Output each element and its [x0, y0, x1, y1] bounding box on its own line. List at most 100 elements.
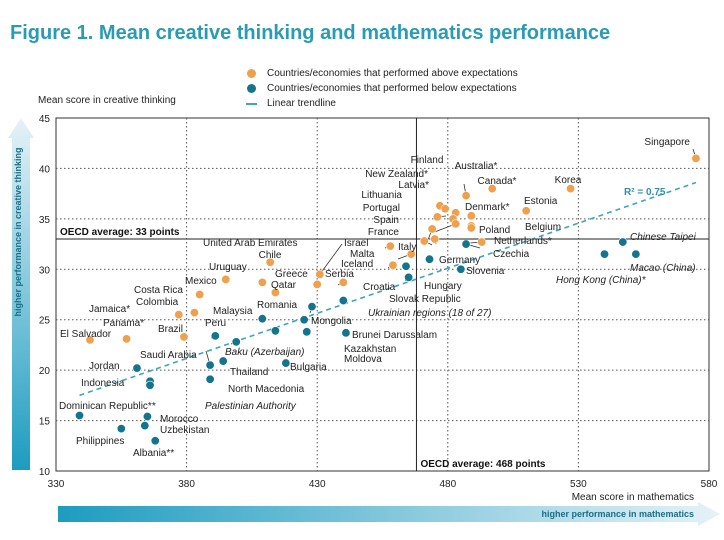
data-point [189, 308, 199, 318]
data-label: Netherlands* [494, 236, 552, 247]
data-label: Belgium [525, 222, 561, 233]
data-label: Slovak Republic [389, 294, 461, 305]
y-tick-label: 45 [39, 114, 51, 125]
data-point [270, 326, 280, 336]
x-direction-arrow [58, 502, 720, 526]
data-label: Czechia [493, 249, 530, 260]
data-label: France [368, 227, 400, 238]
legend-item-above: Countries/economies that performed above… [246, 66, 518, 81]
data-point [631, 249, 641, 259]
data-label: Thailand [230, 367, 268, 378]
data-label: Ukrainian regions (18 of 27) [368, 308, 491, 319]
oecd-y-average-label: OECD average: 33 points [60, 227, 180, 238]
y-tick-label: 20 [39, 366, 51, 377]
legend-item-trend: Linear trendline [246, 96, 518, 111]
y-tick-label: 40 [39, 164, 51, 175]
data-label: Germany [439, 255, 480, 266]
data-label: Korea [555, 175, 582, 186]
data-label: Kazakhstan [344, 344, 396, 355]
legend-item-below: Countries/economies that performed below… [246, 81, 518, 96]
above-marker-icon [246, 69, 257, 78]
data-label: Mongolia [311, 316, 352, 327]
y-tick-label: 15 [39, 417, 51, 428]
data-label: Brazil [158, 324, 183, 335]
data-point [430, 234, 440, 244]
data-point [425, 254, 435, 264]
data-point [231, 337, 241, 347]
trendline-dash-icon [246, 102, 257, 105]
data-point [691, 153, 701, 163]
data-point [566, 184, 576, 194]
y-axis-label: Mean score in creative thinking [38, 95, 176, 106]
figure-title: Figure 1. Mean creative thinking and mat… [10, 22, 611, 44]
data-label: Jamaica* [89, 304, 130, 315]
x-direction-label: higher performance in mathematics [541, 509, 694, 519]
data-label: Malaysia [213, 306, 253, 317]
data-label: North Macedonia [228, 384, 305, 395]
data-point [205, 360, 215, 370]
data-label: Iceland [341, 259, 373, 270]
data-point [461, 239, 471, 249]
data-label: Italy [398, 242, 416, 253]
data-point [477, 237, 487, 247]
data-label: Malta [350, 249, 375, 260]
y-tick-label: 25 [39, 316, 51, 327]
data-point [456, 264, 466, 274]
data-point [385, 241, 395, 251]
data-point [142, 412, 152, 422]
data-point [218, 356, 228, 366]
x-tick-label: 530 [570, 479, 587, 490]
data-label: Panama* [103, 318, 144, 329]
data-label: Costa Rica [134, 285, 183, 296]
data-label: Jordan [89, 361, 120, 372]
data-label: Serbia [325, 269, 354, 280]
data-point [265, 257, 275, 267]
data-label: Canada* [478, 176, 517, 187]
data-label: Chinese Taipei [630, 232, 697, 243]
data-label: Finland [411, 155, 444, 166]
data-label: Morocco [160, 414, 199, 425]
data-label: Hungary [424, 281, 462, 292]
data-label: Saudi Arabia [140, 350, 197, 361]
x-tick-label: 480 [439, 479, 456, 490]
data-label: Brunei Darussalam [352, 330, 437, 341]
data-label: Australia* [455, 161, 498, 172]
data-point [195, 289, 205, 299]
data-point [179, 332, 189, 342]
data-label: Qatar [271, 280, 297, 291]
data-point [205, 374, 215, 384]
data-point [432, 212, 442, 222]
data-label: Baku (Azerbaijan) [225, 347, 304, 358]
data-label: Lithuania [361, 190, 402, 201]
y-tick-label: 10 [39, 467, 51, 478]
data-label: Uruguay [209, 262, 247, 273]
y-tick-label: 35 [39, 215, 51, 226]
data-point [312, 279, 322, 289]
data-label: Estonia [524, 196, 558, 207]
data-point [466, 223, 476, 233]
data-point [302, 327, 312, 337]
data-label: Portugal [363, 203, 400, 214]
legend-label-below: Countries/economies that performed below… [267, 83, 517, 94]
data-point [419, 236, 429, 246]
data-point [85, 335, 95, 345]
data-label: Poland [479, 225, 510, 236]
data-point [404, 272, 414, 282]
x-tick-label: 380 [178, 479, 195, 490]
data-point [487, 184, 497, 194]
data-point [315, 269, 325, 279]
data-point [150, 436, 160, 446]
data-label: Philippines [76, 436, 124, 447]
data-point [221, 274, 231, 284]
r-squared-label: R² = 0.75 [624, 187, 666, 198]
data-label: Colombia [136, 297, 179, 308]
x-tick-label: 330 [48, 479, 65, 490]
data-label: Spain [373, 215, 399, 226]
legend: Countries/economies that performed above… [246, 66, 518, 111]
data-point [427, 224, 437, 234]
data-label: Romania [257, 300, 297, 311]
data-point [401, 261, 411, 271]
data-point [132, 363, 142, 373]
data-label: Denmark* [465, 202, 510, 213]
data-point [174, 310, 184, 320]
